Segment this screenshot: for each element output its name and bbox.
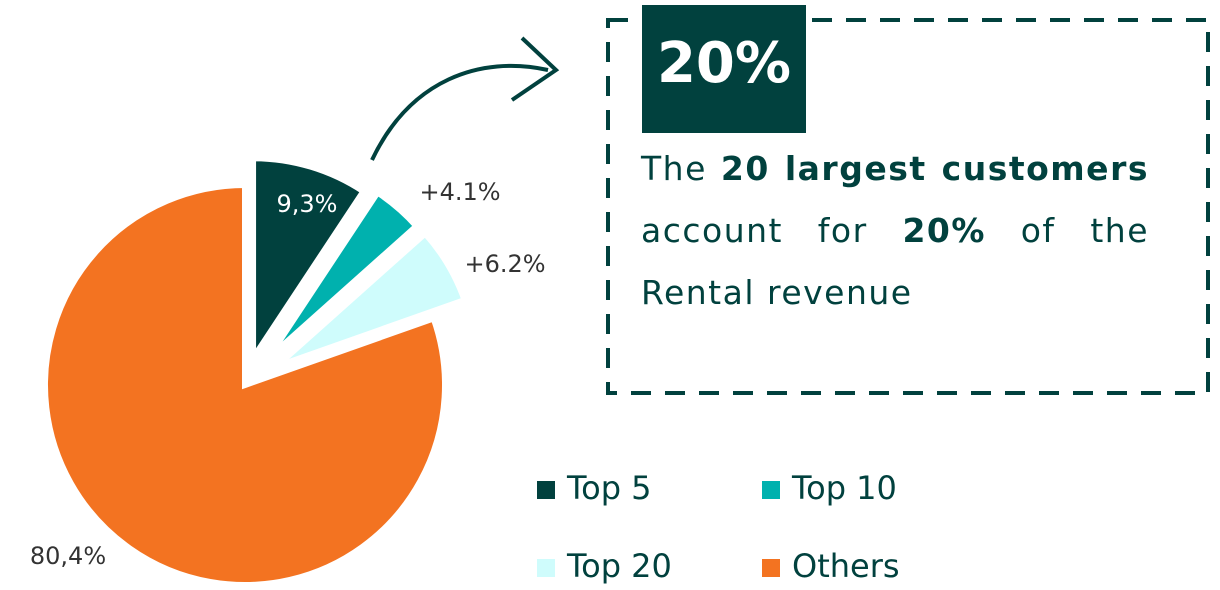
text-run: of the Rental revenue	[641, 211, 1149, 312]
legend-label: Others	[792, 547, 900, 585]
pie-slice	[250, 155, 368, 369]
legend-label: Top 20	[566, 547, 672, 585]
legend-label: Top 10	[791, 469, 897, 507]
legend-swatch	[762, 559, 780, 577]
badge-text: 20%	[657, 31, 791, 96]
pie-slice	[42, 181, 448, 588]
callout-box	[606, 18, 1210, 395]
arrow	[370, 63, 549, 161]
text-run: account for	[641, 211, 903, 250]
data-label: 9,3%	[277, 190, 338, 218]
data-label: +6.2%	[464, 250, 545, 278]
text-run: 20 largest customers	[720, 149, 1149, 188]
legend-label: Top 5	[566, 469, 652, 507]
legend-swatch	[537, 481, 555, 499]
legend-swatch	[537, 559, 555, 577]
text-run: 20%	[902, 211, 986, 250]
badge	[642, 5, 806, 133]
pie-slice	[264, 188, 421, 362]
data-label: +4.1%	[419, 178, 500, 206]
data-label: 80,4%	[30, 542, 106, 570]
callout-text: The 20 largest customers account for 20%…	[641, 138, 1149, 324]
text-run: The	[641, 149, 721, 188]
legend-swatch	[762, 481, 780, 499]
pie-slice	[273, 229, 469, 370]
arrow-head	[510, 36, 560, 102]
